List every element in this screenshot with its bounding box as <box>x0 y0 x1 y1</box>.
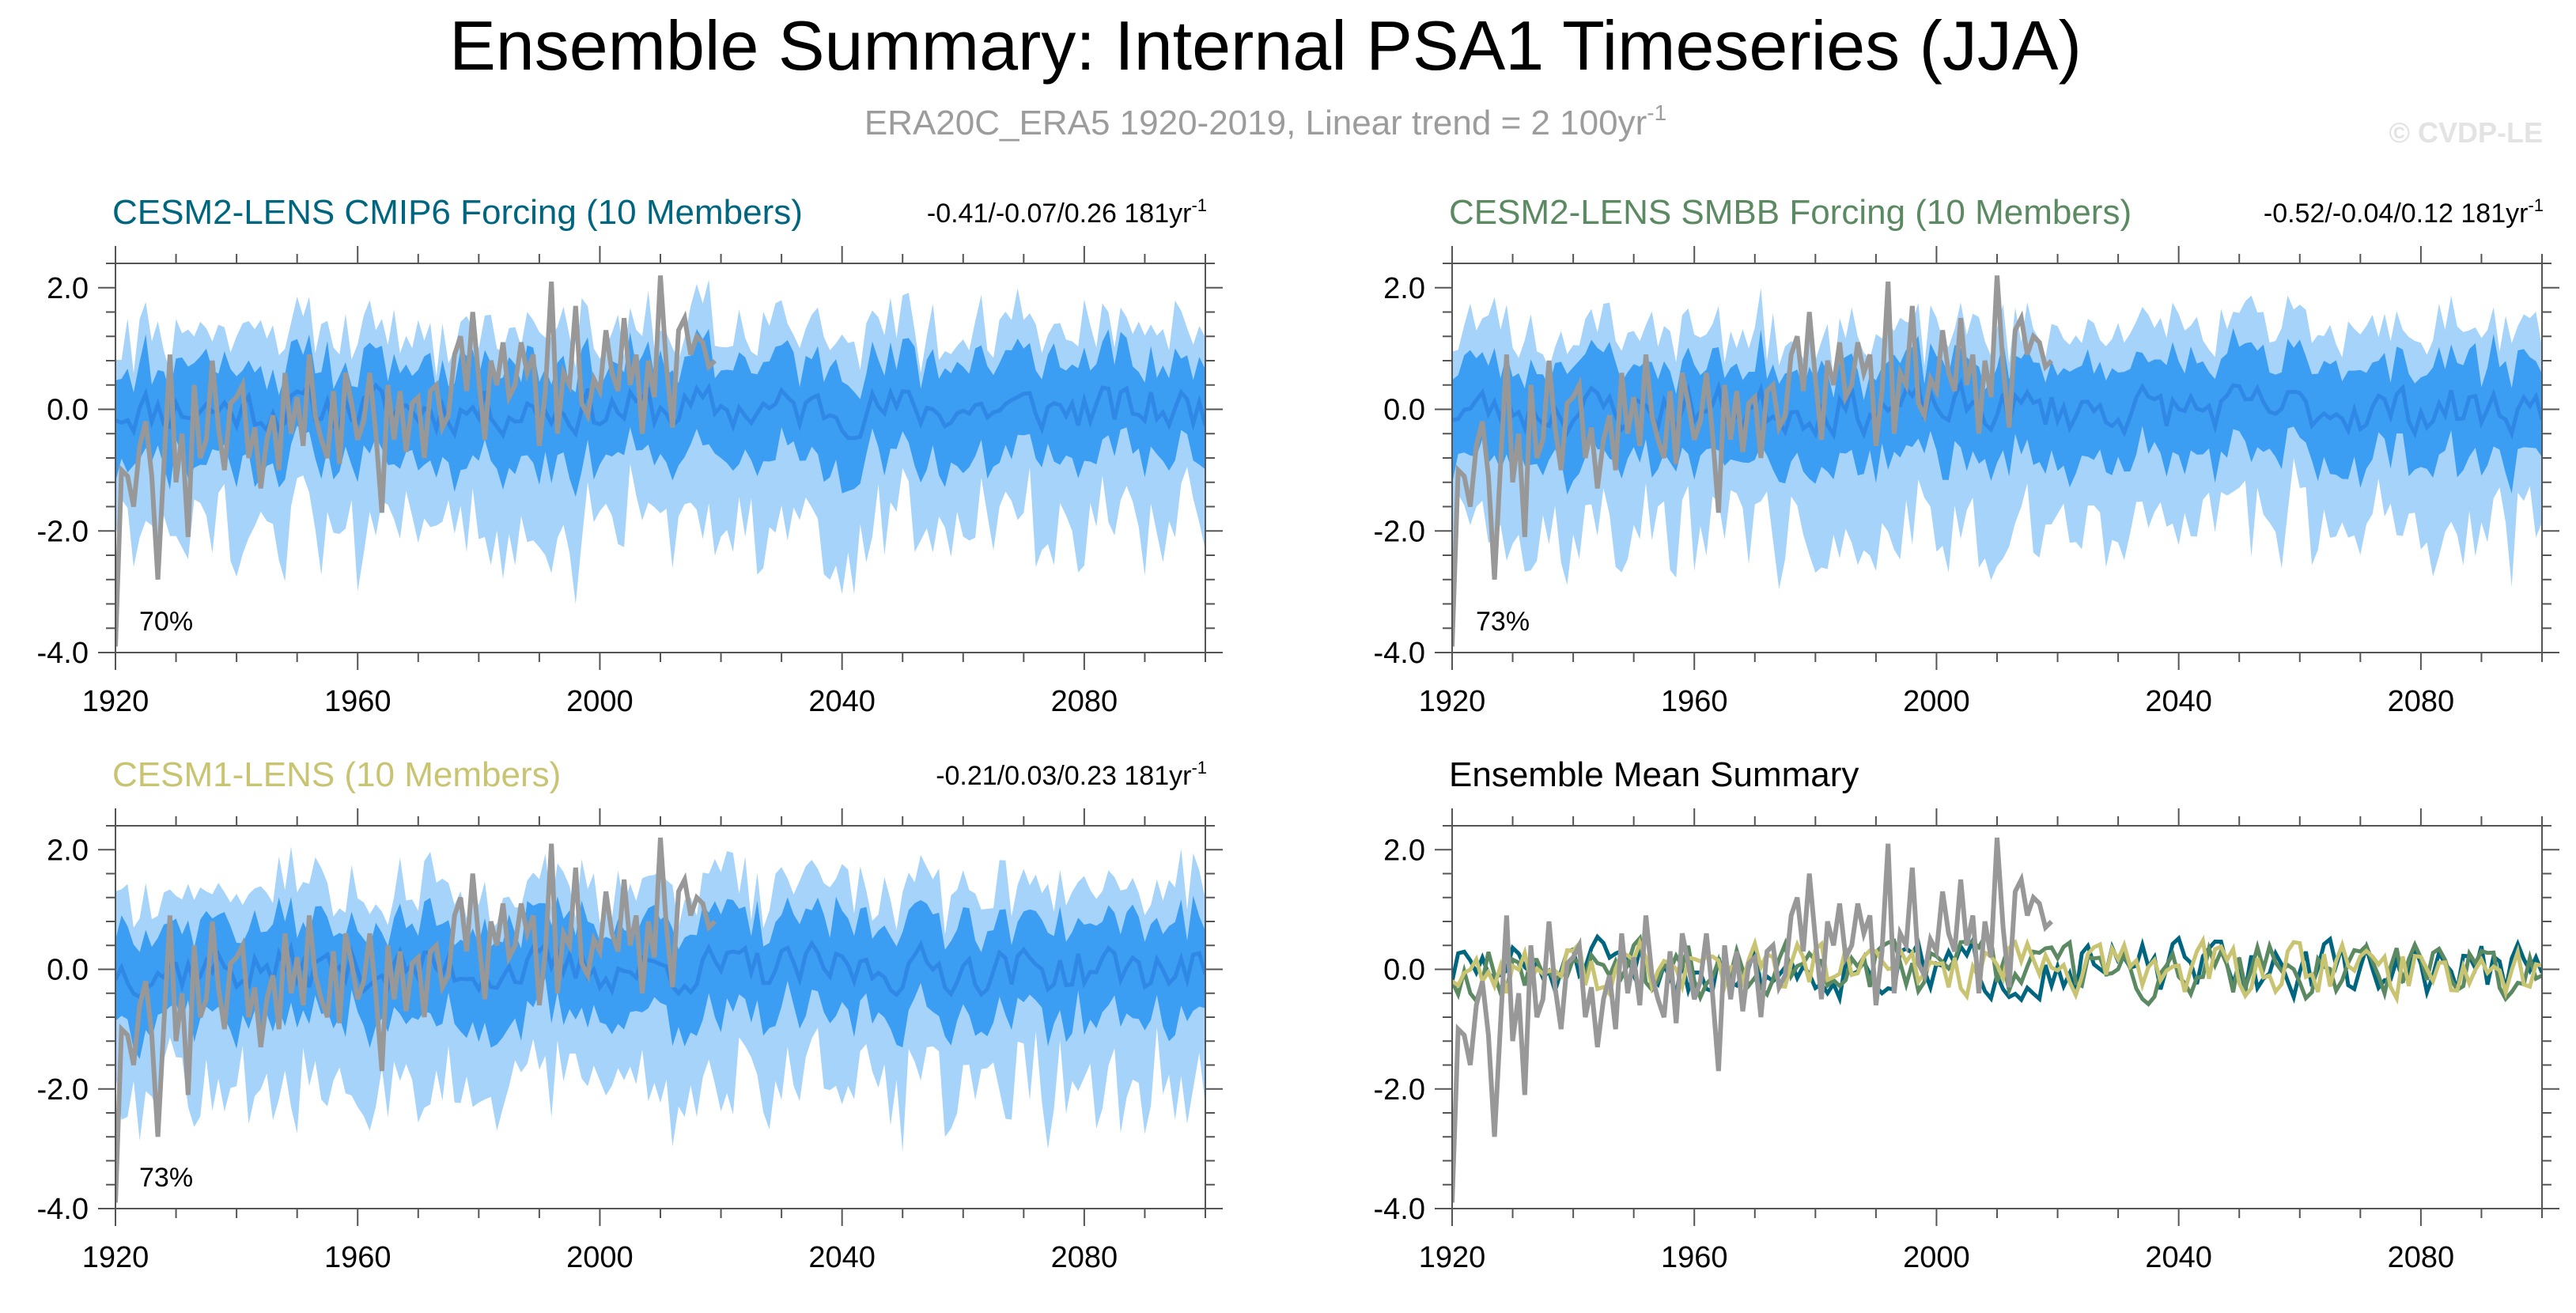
x-tick-label: 2000 <box>566 1241 634 1274</box>
y-tick-label: -2.0 <box>37 515 89 548</box>
panel-cesm2-smbb: 2.0 0.0 -2.0 -4.0 1920 1960 2000 2040 2080 CESM2-… <box>1374 193 2559 718</box>
subtitle-main: ERA20C_ERA5 1920-2019, Linear trend = 2 … <box>864 104 1647 142</box>
x-tick-label: 2080 <box>1051 1241 1118 1274</box>
trend-stats-superscript: -1 <box>2528 195 2544 215</box>
observed-line <box>1452 837 2054 1203</box>
y-tick-label: 2.0 <box>47 834 89 867</box>
y-tick-label: 0.0 <box>47 394 89 427</box>
observed-line <box>115 275 717 647</box>
panel-cesm2-cmip6: 2.0 0.0 -2.0 -4.0 1920 1960 2000 2040 2080 CESM2-… <box>37 193 1223 718</box>
x-tick-label: 2040 <box>2145 1241 2212 1274</box>
observed-line <box>115 837 717 1203</box>
x-tick-label: 2000 <box>566 685 634 718</box>
plot-area <box>115 275 1205 647</box>
trend-stats: -0.52/-0.04/0.12 181yr-1 <box>2264 195 2544 229</box>
figure-subtitle: ERA20C_ERA5 1920-2019, Linear trend = 2 … <box>864 100 1666 142</box>
y-tick-label: 0.0 <box>1383 394 1425 427</box>
panel-ens-mean-summary: 2.0 0.0 -2.0 -4.0 1920 1960 2000 2040 2080 Ensemb… <box>1374 755 2559 1274</box>
y-tick-label: -4.0 <box>1374 1193 1425 1226</box>
x-tick-label: 1920 <box>1419 1241 1486 1274</box>
plot-area <box>1452 837 2542 1203</box>
subtitle-superscript: -1 <box>1647 100 1666 125</box>
x-tick-label: 2080 <box>2388 1241 2455 1274</box>
x-tick-label: 2040 <box>808 1241 876 1274</box>
x-tick-label: 1960 <box>1661 685 1728 718</box>
x-tick-label: 1920 <box>82 1241 149 1274</box>
x-tick-label: 1920 <box>82 685 149 718</box>
y-tick-label: -2.0 <box>37 1073 89 1107</box>
plot-area <box>115 837 1205 1203</box>
panel-title: CESM2-LENS CMIP6 Forcing (10 Members) <box>112 193 803 232</box>
y-tick-label: -2.0 <box>1374 1073 1425 1107</box>
x-tick-label: 2000 <box>1903 1241 1970 1274</box>
x-tick-label: 1960 <box>324 685 392 718</box>
x-tick-label: 2000 <box>1903 685 1970 718</box>
cesm2-smbb-mean-line <box>1452 933 2542 1007</box>
trend-stats-main: -0.52/-0.04/0.12 181yr <box>2264 199 2529 229</box>
x-tick-label: 2080 <box>1051 685 1118 718</box>
panel-title: Ensemble Mean Summary <box>1449 755 1859 794</box>
panels-group: 2.0 0.0 -2.0 -4.0 1920 1960 2000 2040 2080 CESM2-… <box>37 193 2559 1274</box>
percent-label: 73% <box>139 1163 193 1193</box>
trend-stats-main: -0.21/0.03/0.23 181yr <box>936 761 1191 791</box>
x-tick-label: 2040 <box>2145 685 2212 718</box>
x-tick-label: 1920 <box>1419 685 1486 718</box>
percent-label: 73% <box>1476 607 1530 637</box>
panel-title: CESM2-LENS SMBB Forcing (10 Members) <box>1449 193 2132 232</box>
panel-title: CESM1-LENS (10 Members) <box>112 755 561 794</box>
watermark: © CVDP-LE <box>2389 116 2543 149</box>
y-tick-label: -4.0 <box>1374 637 1425 670</box>
y-tick-label: 0.0 <box>47 954 89 987</box>
x-tick-label: 1960 <box>324 1241 392 1274</box>
y-tick-label: 2.0 <box>47 272 89 305</box>
trend-stats-main: -0.41/-0.07/0.26 181yr <box>927 199 1192 229</box>
y-tick-label: -2.0 <box>1374 515 1425 548</box>
panel-cesm1: 2.0 0.0 -2.0 -4.0 1920 1960 2000 2040 2080 CESM1-… <box>37 755 1223 1274</box>
y-tick-label: -4.0 <box>37 1193 89 1226</box>
trend-stats: -0.21/0.03/0.23 181yr-1 <box>936 758 1207 791</box>
trend-stats-superscript: -1 <box>1191 195 1207 215</box>
plot-area <box>1452 275 2542 647</box>
y-tick-label: 2.0 <box>1383 834 1425 867</box>
x-tick-label: 2040 <box>808 685 876 718</box>
x-tick-label: 1960 <box>1661 1241 1728 1274</box>
percent-label: 70% <box>139 607 193 637</box>
observed-line <box>1452 275 2054 647</box>
ensemble-mean-line <box>115 378 1205 441</box>
y-tick-label: 0.0 <box>1383 954 1425 987</box>
interquartile-band <box>115 895 1205 1060</box>
y-tick-label: -4.0 <box>37 637 89 670</box>
ensemble-mean-line <box>115 939 1205 1000</box>
x-tick-label: 2080 <box>2388 685 2455 718</box>
trend-stats: -0.41/-0.07/0.26 181yr-1 <box>927 195 1207 229</box>
trend-stats-superscript: -1 <box>1191 758 1207 778</box>
y-tick-label: 2.0 <box>1383 272 1425 305</box>
figure-title: Ensemble Summary: Internal PSA1 Timeseri… <box>449 6 2082 85</box>
